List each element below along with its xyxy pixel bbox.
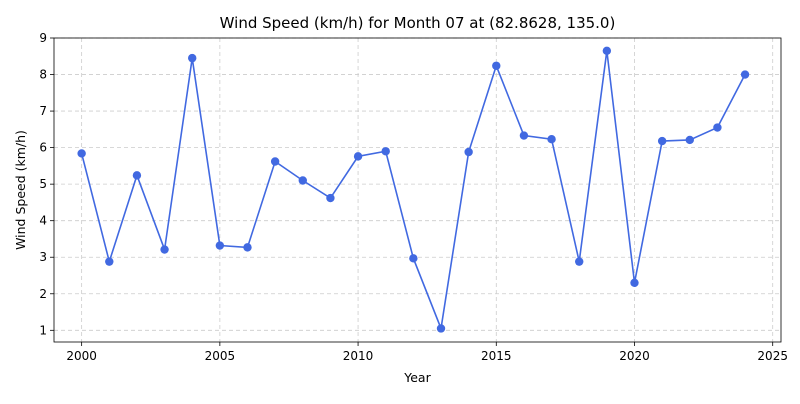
data-point — [77, 149, 86, 158]
data-point — [547, 135, 556, 144]
data-point — [713, 123, 722, 132]
y-tick-label: 6 — [39, 141, 47, 155]
data-point — [657, 136, 667, 146]
data-point — [188, 53, 197, 63]
x-axis-label: Year — [403, 370, 431, 385]
y-tick-label: 3 — [39, 250, 47, 264]
x-tick-label: 2020 — [619, 349, 650, 363]
tick-layer: 2000 2005 2010 2015 2020 2025 1 2 3 4 5 6 7 8 9 — [39, 31, 788, 363]
data-point — [381, 147, 390, 156]
y-tick-label: 4 — [39, 214, 47, 228]
data-point — [436, 324, 446, 333]
x-tick-label: 2005 — [205, 349, 236, 363]
y-tick-label: 8 — [39, 68, 47, 82]
data-point — [353, 152, 363, 161]
y-tick-label: 9 — [39, 31, 47, 45]
data-point — [492, 61, 501, 70]
y-tick-label: 7 — [39, 104, 47, 118]
data-point — [685, 135, 694, 145]
series-layer — [77, 46, 750, 333]
data-point — [326, 193, 335, 203]
x-tick-label: 2000 — [66, 349, 97, 363]
y-tick-label: 5 — [39, 177, 47, 191]
data-point — [270, 157, 280, 166]
data-point — [243, 243, 252, 252]
x-tick-label: 2010 — [343, 349, 374, 363]
data-point — [519, 131, 529, 140]
data-point — [464, 147, 473, 157]
data-point — [298, 176, 307, 185]
y-axis-label: Wind Speed (km/h) — [13, 130, 28, 250]
chart-title: Wind Speed (km/h) for Month 07 at (82.86… — [220, 14, 616, 32]
x-tick-label: 2015 — [481, 349, 512, 363]
data-point — [409, 254, 418, 263]
plot-frame — [53, 37, 782, 343]
data-point — [132, 171, 142, 180]
y-tick-label: 2 — [39, 287, 47, 301]
data-point — [160, 245, 169, 254]
y-tick-label: 1 — [39, 323, 47, 337]
data-point — [575, 257, 584, 266]
data-point — [602, 46, 612, 55]
data-point — [215, 241, 225, 250]
data-point — [105, 257, 114, 266]
x-tick-label: 2025 — [757, 349, 788, 363]
data-point — [630, 278, 639, 288]
data-point — [740, 70, 750, 79]
